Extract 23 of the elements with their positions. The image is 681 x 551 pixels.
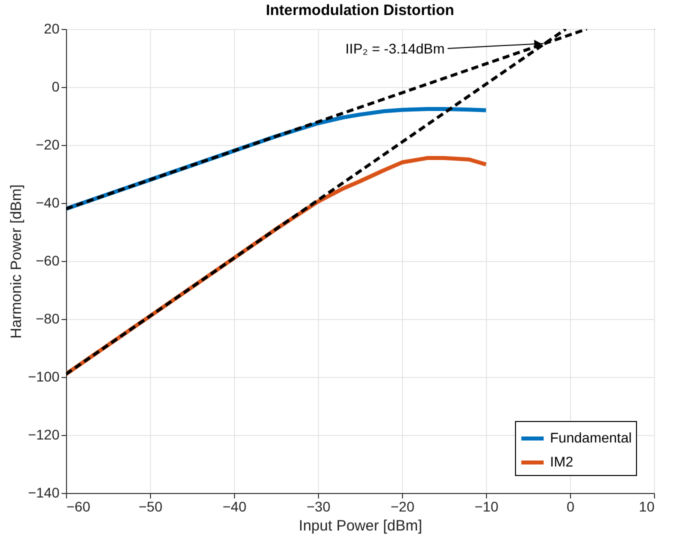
x-tick-label: −10 [474, 498, 499, 514]
x-tick-label: 0 [566, 498, 575, 514]
legend-label: IM2 [550, 454, 574, 470]
x-tick-label: −30 [306, 498, 331, 514]
y-tick-label: −60 [36, 252, 60, 268]
y-axis-title: Harmonic Power [dBm] [8, 184, 25, 339]
y-tick-label: −20 [36, 136, 60, 152]
y-tick-label: −140 [28, 484, 60, 500]
y-tick-label: −100 [28, 368, 60, 384]
legend-label: Fundamental [550, 430, 632, 446]
x-tick-label: −20 [390, 498, 415, 514]
y-tick-label: 0 [52, 78, 60, 94]
y-tick-label: −80 [36, 310, 60, 326]
y-tick-label: 20 [44, 20, 60, 36]
x-tick-label: −60 [66, 498, 90, 514]
x-axis-title: Input Power [dBm] [298, 518, 422, 534]
annotation: IIP₂ = -3.14dBm [345, 40, 445, 56]
y-tick-label: −120 [28, 426, 60, 442]
y-tick-label: −40 [36, 194, 60, 210]
x-tick-label: 10 [638, 498, 655, 514]
x-tick-label: −50 [138, 498, 163, 514]
chart-title: Intermodulation Distortion [266, 2, 454, 19]
x-tick-label: −40 [222, 498, 247, 514]
